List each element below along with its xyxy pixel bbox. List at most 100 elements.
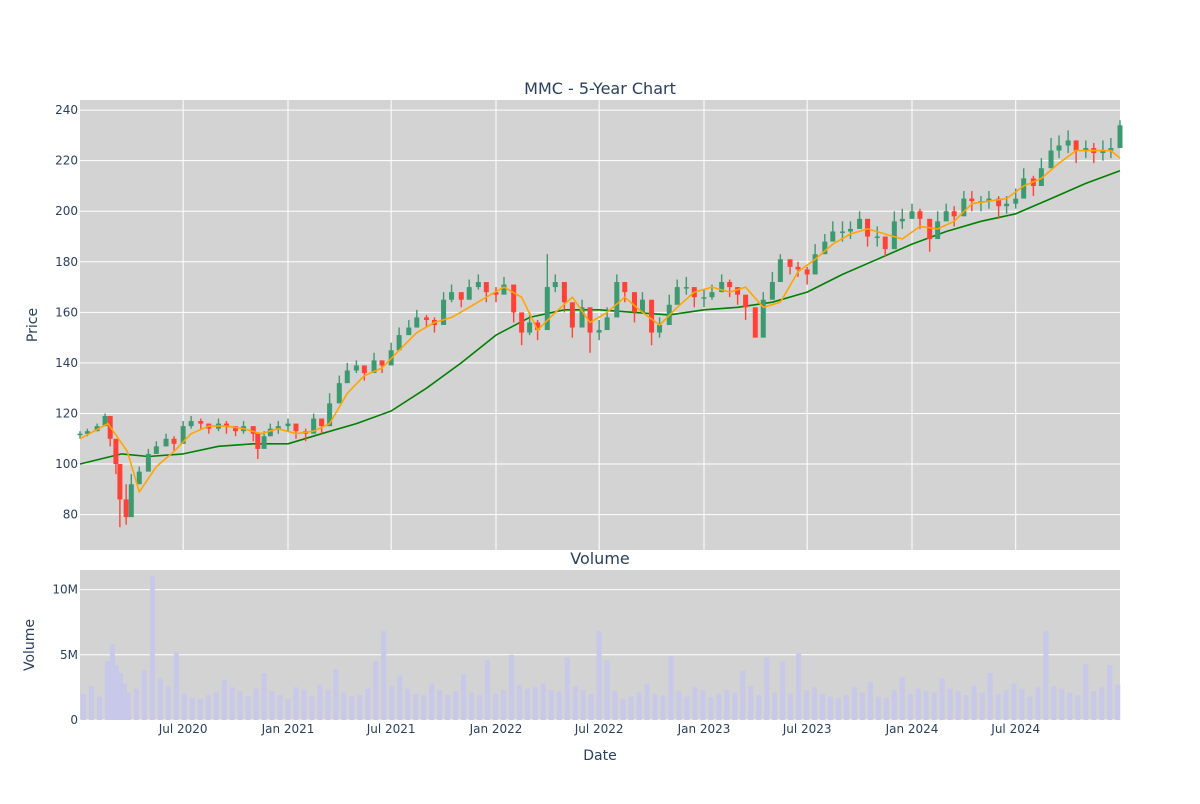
candle-46 xyxy=(449,284,455,303)
volume-bar-108 xyxy=(923,691,929,720)
candle-body-104 xyxy=(951,211,957,217)
candle-60 xyxy=(569,302,575,338)
candle-100 xyxy=(917,208,923,229)
candle-body-51 xyxy=(493,292,499,295)
volume-bar-56 xyxy=(508,654,514,720)
volume-bar-38 xyxy=(365,688,371,720)
candle-body-83 xyxy=(769,282,775,300)
candle-body-85 xyxy=(787,259,793,267)
volume-bar-7 xyxy=(121,683,127,720)
candle-body-90 xyxy=(830,231,836,242)
volume-bar-63 xyxy=(564,657,570,720)
candle-16 xyxy=(198,418,204,429)
candle-body-110 xyxy=(1004,203,1010,207)
volume-bar-132 xyxy=(1115,684,1121,720)
candle-body-42 xyxy=(414,317,420,328)
candle-93 xyxy=(857,211,863,229)
candle-body-93 xyxy=(857,218,863,229)
candle-body-24 xyxy=(261,436,267,449)
candle-body-48 xyxy=(466,287,472,300)
price-y-tick-220: 220 xyxy=(55,154,78,168)
volume-bar-29 xyxy=(293,687,299,720)
price-y-tick-180: 180 xyxy=(55,255,78,269)
candle-body-119 xyxy=(1083,148,1089,151)
candle-body-102 xyxy=(935,221,941,240)
volume-bar-25 xyxy=(261,673,267,720)
candle-body-46 xyxy=(449,292,455,300)
x-tick-3: Jan 2022 xyxy=(469,722,523,736)
candle-34 xyxy=(344,362,350,384)
volume-bar-123 xyxy=(1043,631,1049,720)
candle-body-20 xyxy=(233,426,239,432)
volume-bar-2 xyxy=(96,696,102,720)
volume-y-tick-10M: 10M xyxy=(52,583,78,597)
candle-96 xyxy=(882,236,888,257)
volume-chart-title: Volume xyxy=(570,549,630,568)
volume-bar-80 xyxy=(700,690,706,720)
moving-average-long-line xyxy=(79,170,1121,465)
candle-body-94 xyxy=(865,218,871,237)
candle-body-70 xyxy=(657,325,663,333)
volume-bar-36 xyxy=(349,696,355,720)
x-tick-6: Jul 2023 xyxy=(782,722,832,736)
candle-body-87 xyxy=(804,269,810,275)
candle-body-103 xyxy=(943,211,949,222)
candle-body-33 xyxy=(336,383,342,404)
candle-body-106 xyxy=(969,198,975,202)
candle-30 xyxy=(311,413,317,434)
candle-65 xyxy=(614,274,620,318)
volume-bar-35 xyxy=(341,692,347,720)
candle-94 xyxy=(865,218,871,247)
volume-bar-82 xyxy=(716,693,722,720)
volume-bar-6 xyxy=(117,673,123,720)
volume-bar-84 xyxy=(732,692,738,720)
candle-body-68 xyxy=(639,299,645,313)
volume-bar-33 xyxy=(325,690,331,720)
candle-body-32 xyxy=(327,403,333,427)
candle-12 xyxy=(163,433,169,447)
candle-84 xyxy=(777,254,783,283)
volume-y-tick-5M: 5M xyxy=(60,648,78,662)
volume-bar-95 xyxy=(820,693,826,720)
volume-bar-62 xyxy=(556,691,562,720)
candle-body-6 xyxy=(117,464,123,500)
candle-body-47 xyxy=(458,292,464,300)
candle-88 xyxy=(812,244,818,275)
volume-bar-9 xyxy=(133,688,139,720)
volume-bar-109 xyxy=(931,692,937,720)
candle-58 xyxy=(552,274,558,293)
price-y-tick-140: 140 xyxy=(55,356,78,370)
candle-87 xyxy=(804,266,810,285)
candle-64 xyxy=(604,307,610,331)
candle-70 xyxy=(657,317,663,338)
price-chart-title: MMC - 5-Year Chart xyxy=(524,79,676,98)
candle-28 xyxy=(293,423,299,439)
candle-92 xyxy=(847,221,853,240)
volume-bar-119 xyxy=(1011,683,1017,720)
candle-62 xyxy=(587,307,593,353)
volume-bar-66 xyxy=(588,693,594,720)
volume-bar-70 xyxy=(620,699,626,720)
volume-bar-90 xyxy=(780,661,786,720)
candle-body-101 xyxy=(927,218,933,240)
candle-45 xyxy=(441,292,447,325)
candle-body-13 xyxy=(171,438,177,444)
volume-y-axis-title: Volume xyxy=(22,619,38,671)
price-y-tick-200: 200 xyxy=(55,204,78,218)
candle-55 xyxy=(527,312,533,336)
candle-body-61 xyxy=(579,307,585,328)
candle-body-76 xyxy=(709,292,715,298)
volume-bar-121 xyxy=(1027,696,1033,720)
candle-19 xyxy=(223,421,229,434)
x-tick-0: Jul 2020 xyxy=(158,722,208,736)
candle-body-40 xyxy=(396,335,402,351)
volume-bar-81 xyxy=(708,697,714,720)
candle-body-105 xyxy=(961,198,967,217)
candle-body-3 xyxy=(102,416,108,427)
volume-bar-131 xyxy=(1107,665,1113,720)
volume-bar-59 xyxy=(532,687,538,720)
candle-68 xyxy=(639,292,645,313)
volume-bar-61 xyxy=(548,690,554,720)
candle-body-11 xyxy=(153,446,159,454)
